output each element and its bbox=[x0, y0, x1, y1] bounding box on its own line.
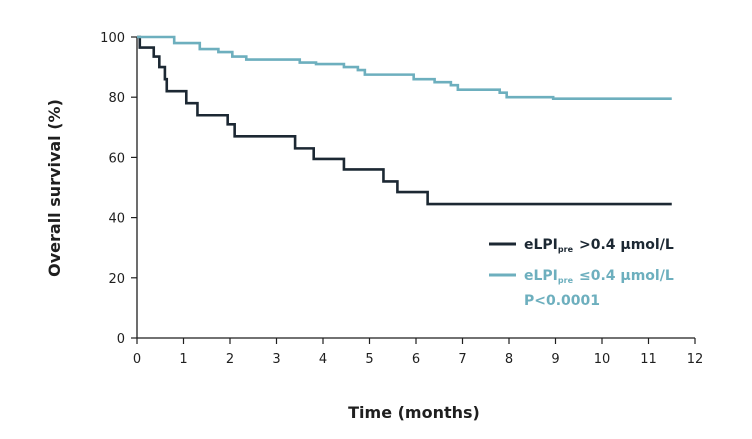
y-axis-title: Overall survival (%) bbox=[45, 99, 64, 277]
x-tick-label: 1 bbox=[179, 352, 187, 367]
legend-label-high: eLPIpre >0.4 µmol/L bbox=[524, 237, 674, 254]
x-ticks: 0 1 2 3 4 5 6 7 8 9 10 11 12 bbox=[133, 338, 703, 367]
y-tick-label: 100 bbox=[100, 31, 125, 46]
y-tick-label: 40 bbox=[108, 212, 125, 227]
x-tick-label: 0 bbox=[133, 352, 141, 367]
legend-label-low: eLPIpre ≤0.4 µmol/L bbox=[524, 268, 674, 285]
series-line-high-elpi bbox=[137, 35, 672, 206]
axes bbox=[136, 37, 695, 339]
p-value-annotation: P<0.0001 bbox=[524, 293, 600, 309]
y-tick-label: 20 bbox=[108, 272, 125, 287]
series-lines bbox=[137, 35, 672, 206]
x-tick-label: 8 bbox=[505, 352, 513, 367]
x-tick-label: 3 bbox=[272, 352, 280, 367]
legend: eLPIpre >0.4 µmol/L eLPIpre ≤0.4 µmol/L P<… bbox=[489, 237, 674, 309]
y-ticks: 0 20 40 60 80 100 bbox=[100, 31, 137, 347]
y-tick-label: 60 bbox=[108, 151, 125, 166]
x-tick-label: 2 bbox=[226, 352, 234, 367]
x-tick-label: 5 bbox=[365, 352, 373, 367]
y-tick-label: 0 bbox=[117, 332, 125, 347]
x-tick-label: 11 bbox=[640, 352, 657, 367]
x-tick-label: 7 bbox=[458, 352, 466, 367]
x-axis-title: Time (months) bbox=[348, 403, 480, 422]
y-tick-label: 80 bbox=[108, 91, 125, 106]
x-tick-label: 9 bbox=[551, 352, 559, 367]
legend-item-high: eLPIpre >0.4 µmol/L bbox=[489, 237, 674, 254]
x-tick-label: 6 bbox=[412, 352, 420, 367]
x-tick-label: 4 bbox=[319, 352, 327, 367]
series-line-low-elpi bbox=[137, 35, 672, 101]
x-tick-label: 12 bbox=[687, 352, 704, 367]
x-tick-label: 10 bbox=[594, 352, 611, 367]
legend-item-low: eLPIpre ≤0.4 µmol/L bbox=[489, 268, 674, 285]
